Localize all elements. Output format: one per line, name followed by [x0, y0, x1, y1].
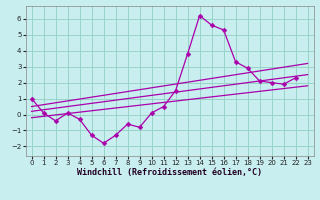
X-axis label: Windchill (Refroidissement éolien,°C): Windchill (Refroidissement éolien,°C)	[77, 168, 262, 177]
